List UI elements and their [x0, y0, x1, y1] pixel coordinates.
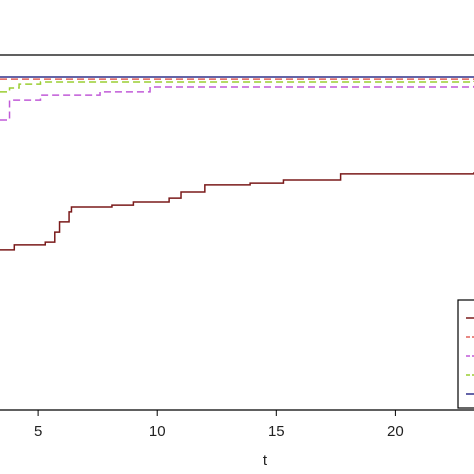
x-tick-label: 20	[387, 423, 404, 440]
series-line	[0, 85, 474, 121]
series-line	[0, 80, 474, 93]
x-axis-label: t	[263, 452, 268, 469]
x-tick-label: 5	[34, 423, 42, 440]
series-line	[0, 172, 474, 251]
legend-box	[457, 299, 474, 409]
x-tick-label: 10	[149, 423, 166, 440]
x-tick-label: 15	[268, 423, 285, 440]
